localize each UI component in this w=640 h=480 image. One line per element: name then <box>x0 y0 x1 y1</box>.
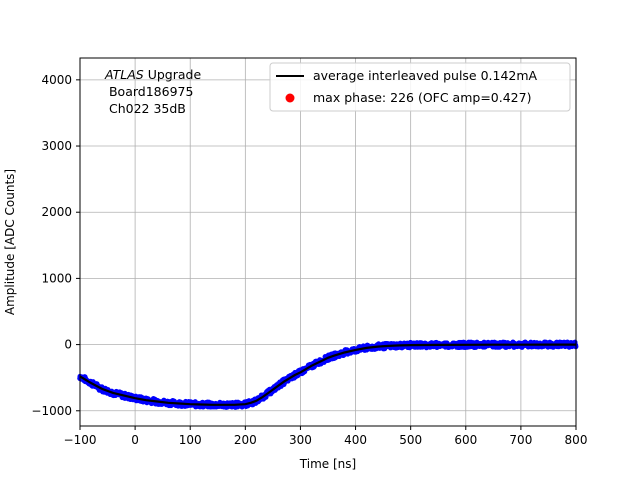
board-label: Board186975 <box>105 84 193 99</box>
x-axis-label: Time [ns] <box>299 457 356 471</box>
x-tick-label: 800 <box>565 433 588 447</box>
x-tick-label: 700 <box>509 433 532 447</box>
channel-label: Ch022 35dB <box>105 101 186 116</box>
legend-label-max-phase: max phase: 226 (OFC amp=0.427) <box>313 90 531 105</box>
atlas-italic: ATLAS <box>104 67 144 82</box>
blue-sample-points <box>77 339 579 410</box>
x-tick-label: 300 <box>289 433 312 447</box>
y-tick-label: −1000 <box>31 404 72 418</box>
x-tick-label: 600 <box>454 433 477 447</box>
y-ticks: −1000 0 1000 2000 3000 4000 <box>31 73 80 418</box>
y-tick-label: 3000 <box>41 139 72 153</box>
legend-label-average: average interleaved pulse 0.142mA <box>313 68 538 83</box>
y-tick-label: 1000 <box>41 271 72 285</box>
y-tick-label: 0 <box>64 338 72 352</box>
x-tick-label: 500 <box>399 433 422 447</box>
x-tick-label: 100 <box>179 433 202 447</box>
x-ticks: −100 0 100 200 300 400 500 600 700 800 <box>64 426 588 447</box>
legend-dot-swatch <box>285 93 295 103</box>
atlas-upgrade: Upgrade <box>144 67 202 82</box>
x-tick-label: 200 <box>234 433 257 447</box>
average-pulse-line <box>79 343 576 406</box>
y-tick-label: 4000 <box>41 73 72 87</box>
axes-frame <box>79 57 577 427</box>
grid-lines <box>79 58 577 426</box>
x-tick-label: 0 <box>131 433 139 447</box>
y-axis-label: Amplitude [ADC Counts] <box>3 169 17 315</box>
atlas-annotation: ATLAS Upgrade Board186975 Ch022 35dB <box>104 67 201 116</box>
legend-box <box>269 62 571 112</box>
x-tick-label: −100 <box>64 433 97 447</box>
x-tick-label: 400 <box>344 433 367 447</box>
y-tick-label: 2000 <box>41 205 72 219</box>
svg-text:ATLAS Upgrade: ATLAS Upgrade <box>104 67 201 82</box>
legend: average interleaved pulse 0.142mA max ph… <box>269 62 571 112</box>
